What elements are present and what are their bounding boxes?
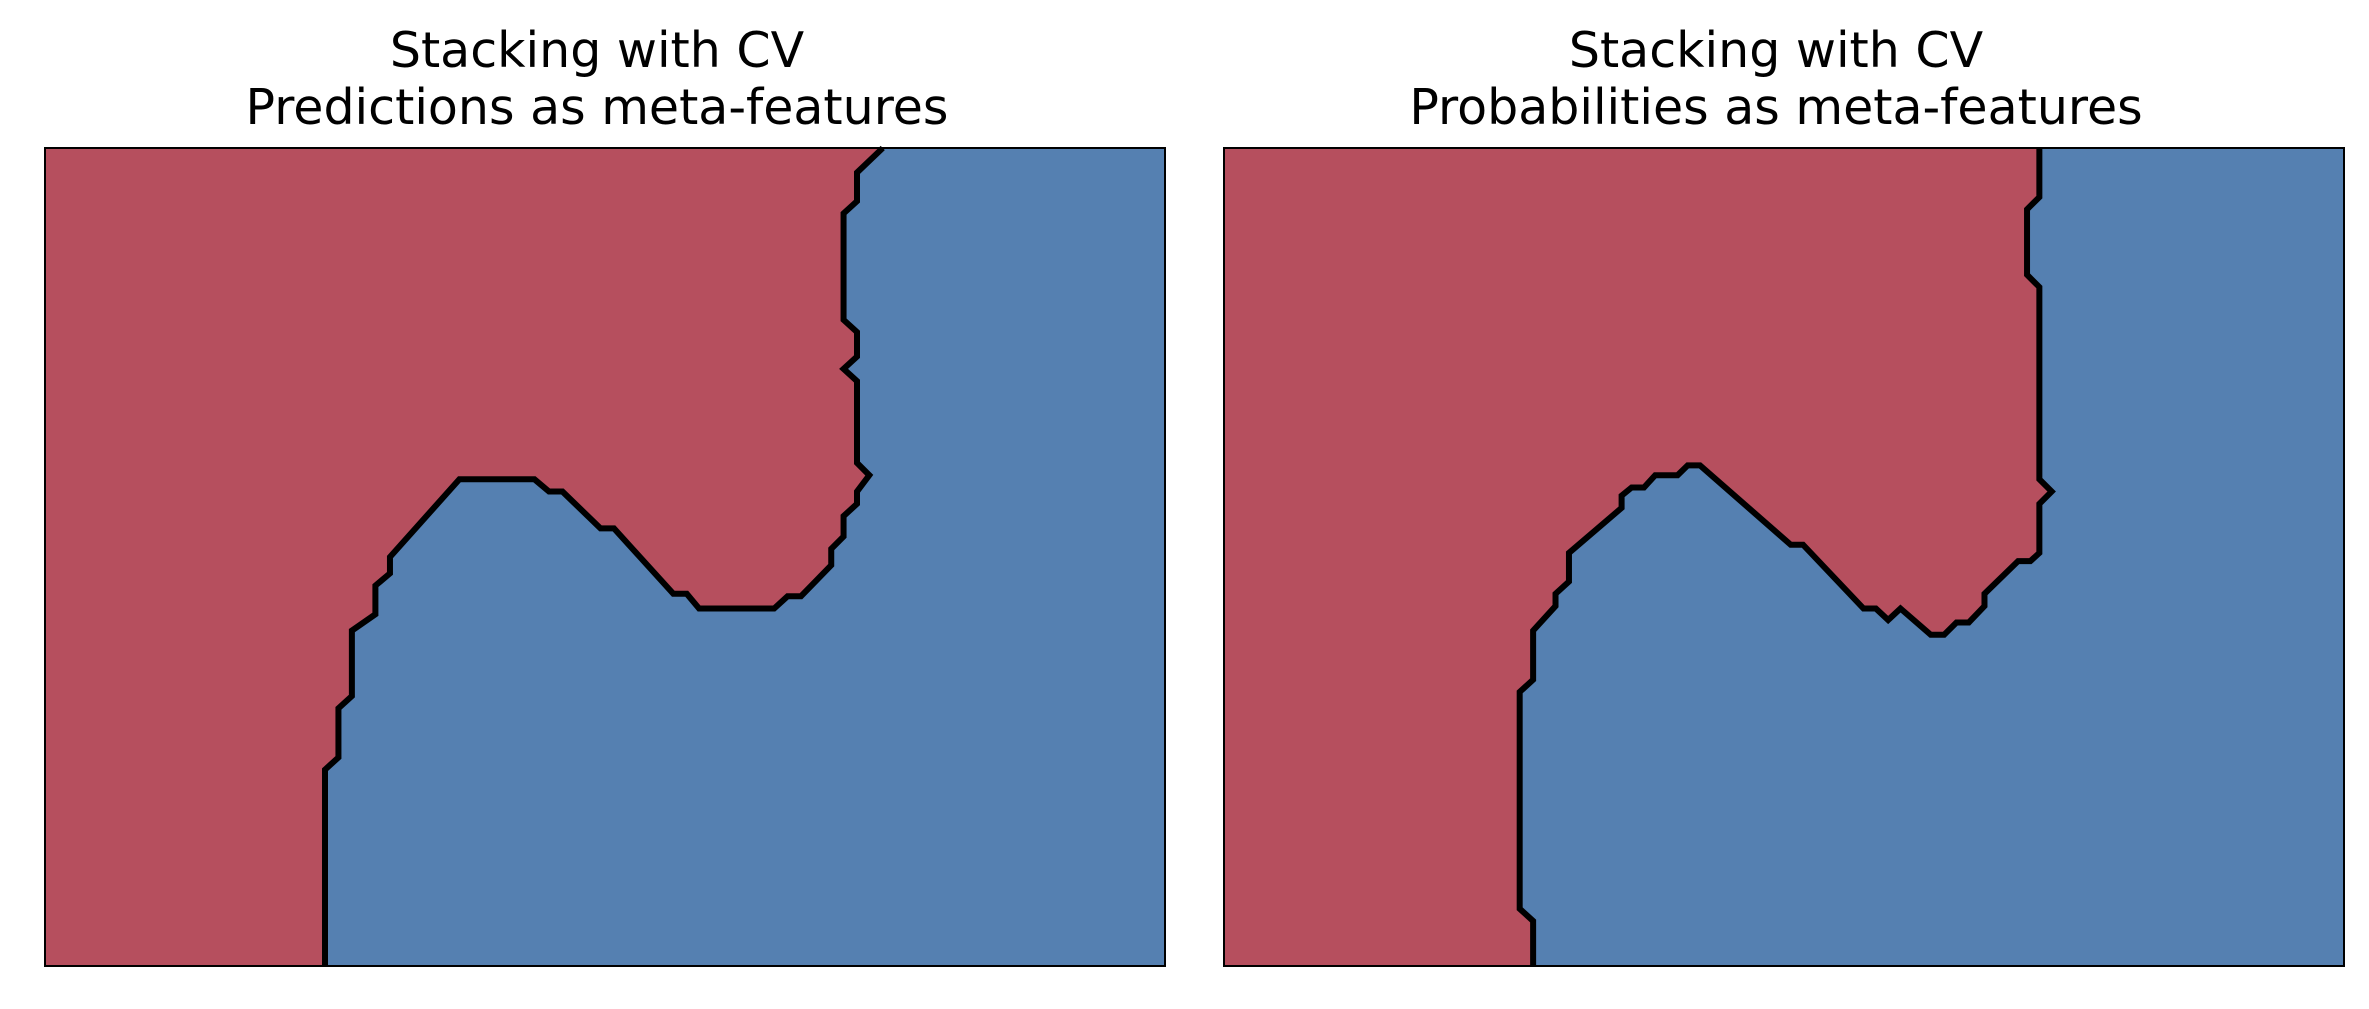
class-0-region — [45, 148, 883, 966]
panel-predictions: Stacking with CV Predictions as meta-fea… — [30, 0, 1166, 1009]
decision-boundary-plot — [44, 145, 1166, 967]
class-0-region — [1224, 148, 2052, 966]
axes-frame — [1223, 147, 2345, 967]
chart-title-line2: Predictions as meta-features — [245, 79, 949, 136]
decision-boundary-line — [1516, 148, 2056, 966]
chart-title-line2: Probabilities as meta-features — [1409, 79, 2143, 136]
chart-title-line1: Stacking with CV — [1568, 22, 1984, 79]
chart-title-line1: Stacking with CV — [389, 22, 805, 79]
panel-probabilities: Stacking with CV Probabilities as meta-f… — [1209, 0, 2345, 1009]
axes-frame — [44, 147, 1166, 967]
decision-boundary-plot — [1223, 147, 2345, 967]
decision-boundary-line — [322, 145, 885, 966]
